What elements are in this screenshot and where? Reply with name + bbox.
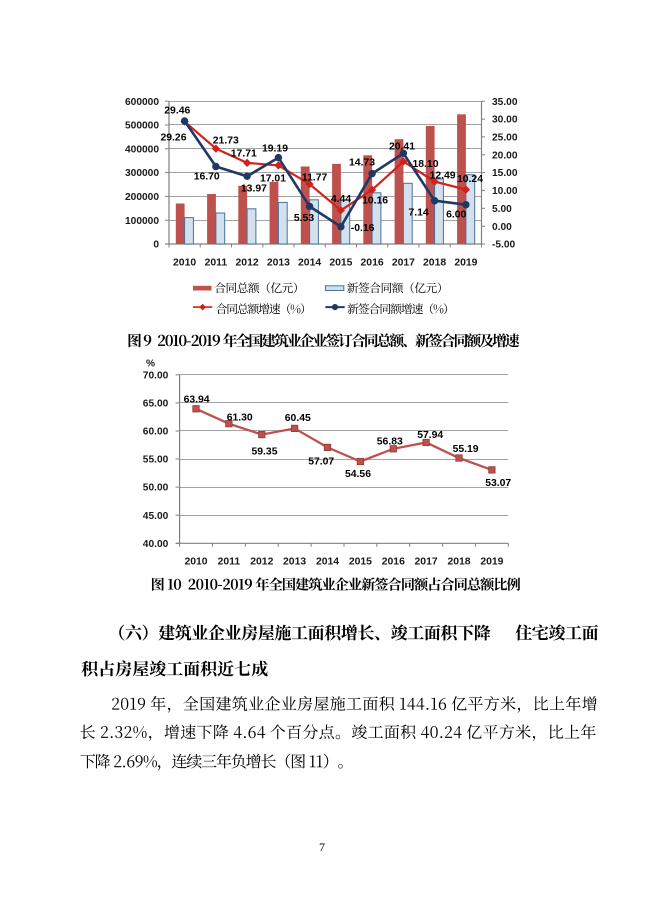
svg-text:30.00: 30.00 [492,115,518,126]
svg-text:57.07: 57.07 [308,457,334,468]
svg-text:2016: 2016 [382,557,405,568]
svg-text:25.00: 25.00 [492,133,518,144]
svg-text:2016: 2016 [361,258,384,269]
svg-text:14.73: 14.73 [349,158,375,169]
svg-text:2015: 2015 [329,258,352,269]
svg-text:2014: 2014 [298,258,321,269]
svg-text:200000: 200000 [125,192,159,203]
svg-text:2013: 2013 [267,258,290,269]
svg-text:19.19: 19.19 [262,144,288,155]
svg-text:0.00: 0.00 [492,222,512,233]
svg-text:7: 7 [319,840,325,854]
svg-text:2018: 2018 [447,557,470,568]
svg-text:0: 0 [153,240,159,251]
svg-text:2012: 2012 [236,258,259,269]
svg-text:20.00: 20.00 [492,150,518,161]
svg-text:10.24: 10.24 [457,174,483,185]
svg-text:53.07: 53.07 [485,478,511,489]
svg-text:59.35: 59.35 [251,446,277,457]
svg-text:60.00: 60.00 [143,427,169,438]
svg-text:10.16: 10.16 [362,196,388,207]
svg-text:300000: 300000 [125,168,159,179]
svg-text:6.00: 6.00 [446,210,466,221]
svg-text:2011: 2011 [205,258,228,269]
svg-text:15.00: 15.00 [492,168,518,179]
svg-text:50.00: 50.00 [143,483,169,494]
svg-text:29.46: 29.46 [164,106,190,117]
svg-text:56.83: 56.83 [377,436,403,447]
svg-text:2015: 2015 [349,557,372,568]
svg-text:63.94: 63.94 [184,395,210,406]
svg-text:2013: 2013 [283,557,306,568]
svg-text:57.94: 57.94 [417,430,443,441]
svg-text:45.00: 45.00 [143,511,169,522]
svg-text:100000: 100000 [125,216,159,227]
svg-text:29.26: 29.26 [160,133,186,144]
svg-text:54.56: 54.56 [345,469,371,480]
svg-text:2018: 2018 [423,258,446,269]
svg-text:2014: 2014 [316,557,339,568]
svg-text:-0.16: -0.16 [351,223,375,234]
svg-text:400000: 400000 [125,144,159,155]
svg-text:65.00: 65.00 [143,399,169,410]
svg-text:11.77: 11.77 [302,172,328,183]
svg-text:%: % [146,359,155,370]
svg-text:55.00: 55.00 [143,455,169,466]
svg-text:60.45: 60.45 [285,413,311,424]
svg-text:2017: 2017 [392,258,415,269]
svg-text:70.00: 70.00 [143,370,169,381]
svg-text:2019: 2019 [480,557,503,568]
svg-text:20.41: 20.41 [389,142,415,153]
svg-text:18.10: 18.10 [412,159,438,170]
svg-text:40.00: 40.00 [143,539,169,550]
svg-text:16.70: 16.70 [194,172,220,183]
svg-text:10.00: 10.00 [492,186,518,197]
svg-text:17.71: 17.71 [231,149,257,160]
svg-text:600000: 600000 [125,97,159,108]
svg-text:61.30: 61.30 [227,412,253,423]
svg-text:35.00: 35.00 [492,97,518,108]
svg-text:55.19: 55.19 [453,444,479,455]
svg-text:500000: 500000 [125,121,159,132]
svg-text:13.97: 13.97 [241,183,267,194]
svg-text:7.14: 7.14 [408,208,428,219]
svg-text:5.53: 5.53 [294,213,314,224]
svg-text:-5.00: -5.00 [492,240,516,251]
svg-text:12.49: 12.49 [430,171,456,182]
svg-text:2012: 2012 [250,557,273,568]
svg-text:2010: 2010 [173,258,196,269]
svg-text:2017: 2017 [415,557,438,568]
svg-text:5.00: 5.00 [492,204,512,215]
svg-text:2010: 2010 [184,557,207,568]
svg-text:4.44: 4.44 [331,194,351,205]
svg-text:21.73: 21.73 [213,136,239,147]
svg-text:2019: 2019 [454,258,477,269]
svg-text:2011: 2011 [218,557,241,568]
svg-text:17.01: 17.01 [260,174,286,185]
